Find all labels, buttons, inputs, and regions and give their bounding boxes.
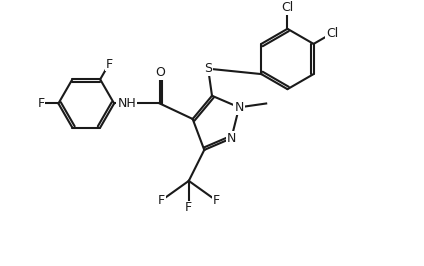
Text: S: S (204, 62, 212, 75)
Text: F: F (212, 194, 220, 207)
Text: NH: NH (117, 97, 136, 110)
Text: Cl: Cl (326, 27, 338, 40)
Text: Cl: Cl (282, 1, 293, 14)
Text: N: N (227, 132, 236, 145)
Text: S: S (204, 62, 212, 75)
Text: F: F (185, 201, 192, 214)
Text: F: F (37, 97, 45, 110)
Text: O: O (155, 66, 165, 79)
Text: F: F (105, 58, 112, 71)
Text: F: F (158, 194, 165, 207)
Text: N: N (234, 101, 244, 114)
